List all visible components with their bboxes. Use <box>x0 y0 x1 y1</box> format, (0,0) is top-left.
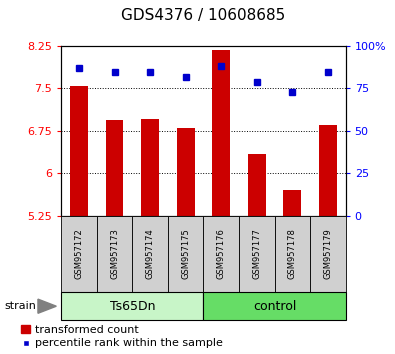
Bar <box>319 125 337 216</box>
Bar <box>284 190 301 216</box>
Text: GSM957178: GSM957178 <box>288 229 297 279</box>
Text: GSM957173: GSM957173 <box>110 229 119 279</box>
Bar <box>61 216 97 292</box>
Text: GSM957172: GSM957172 <box>75 229 83 279</box>
Text: strain: strain <box>4 301 36 311</box>
Text: GSM957179: GSM957179 <box>324 229 332 279</box>
Bar <box>213 50 230 216</box>
Bar <box>239 216 275 292</box>
Bar <box>203 216 239 292</box>
Text: GDS4376 / 10608685: GDS4376 / 10608685 <box>121 8 286 23</box>
Legend: transformed count, percentile rank within the sample: transformed count, percentile rank withi… <box>21 325 222 348</box>
Bar <box>275 216 310 292</box>
Bar <box>177 128 194 216</box>
Text: GSM957177: GSM957177 <box>252 229 261 279</box>
Bar <box>132 216 168 292</box>
Polygon shape <box>38 299 56 313</box>
Bar <box>248 154 265 216</box>
Bar <box>70 86 88 216</box>
Bar <box>97 216 132 292</box>
Text: GSM957175: GSM957175 <box>181 229 190 279</box>
Text: GSM957174: GSM957174 <box>146 229 154 279</box>
Bar <box>203 292 346 320</box>
Bar <box>310 216 346 292</box>
Text: GSM957176: GSM957176 <box>217 229 226 279</box>
Text: control: control <box>253 300 296 313</box>
Bar <box>141 119 159 216</box>
Text: Ts65Dn: Ts65Dn <box>109 300 155 313</box>
Bar <box>61 292 203 320</box>
Bar <box>168 216 203 292</box>
Bar <box>106 120 123 216</box>
